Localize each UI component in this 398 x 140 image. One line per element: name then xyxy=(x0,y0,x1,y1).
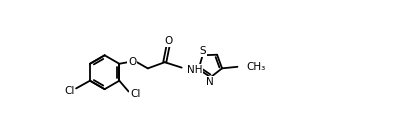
Text: S: S xyxy=(199,46,206,56)
Text: O: O xyxy=(164,36,173,46)
Text: CH₃: CH₃ xyxy=(247,62,266,72)
Text: Cl: Cl xyxy=(130,89,140,99)
Text: O: O xyxy=(128,57,137,67)
Text: Cl: Cl xyxy=(64,86,74,96)
Text: NH: NH xyxy=(187,65,203,75)
Text: N: N xyxy=(206,77,214,87)
